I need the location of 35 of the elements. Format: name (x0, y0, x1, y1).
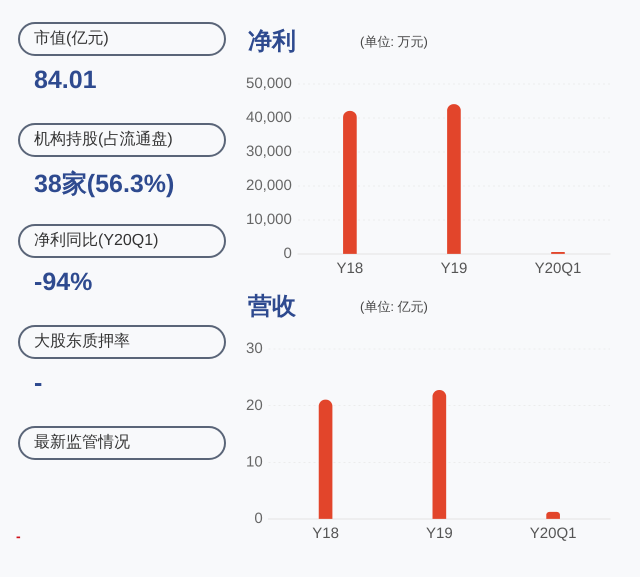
text: 38家(56.3%) (34, 169, 174, 200)
text: -94% (34, 268, 92, 297)
text: 大股东质押率 (18, 325, 226, 359)
text: 市值(亿元) (18, 22, 226, 56)
bar (447, 104, 461, 254)
bar (432, 390, 446, 519)
text: 最新监管情况 (18, 426, 226, 460)
y-tick-label: 20,000 (246, 177, 292, 194)
x-tick-label: Y19 (426, 525, 453, 542)
x-tick-label: Y18 (312, 525, 339, 542)
y-tick-label: 0 (254, 510, 263, 528)
x-tick-label: Y20Q1 (530, 525, 576, 542)
text: 净利同比(Y20Q1) (18, 224, 226, 258)
chart-title: 净利 (248, 27, 296, 57)
y-tick-label: 10 (246, 453, 263, 470)
text: 84.01 (34, 66, 97, 95)
bar (318, 400, 332, 519)
chart-subtitle: (单位: 亿元) (360, 298, 428, 316)
chart-subtitle: (单位: 万元) (360, 33, 428, 51)
y-tick-label: 10,000 (246, 211, 292, 228)
bar (343, 110, 357, 254)
x-tick-label: Y20Q1 (534, 260, 582, 278)
y-tick-label: 50,000 (246, 75, 292, 92)
text: - (34, 369, 42, 398)
text: 机构持股(占流通盘) (18, 123, 226, 157)
chart-title: 营收 (248, 292, 296, 322)
x-tick-label: Y18 (336, 260, 364, 278)
y-tick-label: 40,000 (246, 109, 292, 126)
text: - (16, 528, 21, 544)
y-tick-label: 30 (246, 340, 263, 358)
x-tick-label: Y19 (440, 260, 468, 278)
y-tick-label: 30,000 (246, 143, 292, 160)
y-tick-label: 0 (284, 245, 292, 262)
bar (546, 512, 560, 519)
y-tick-label: 20 (246, 396, 263, 414)
